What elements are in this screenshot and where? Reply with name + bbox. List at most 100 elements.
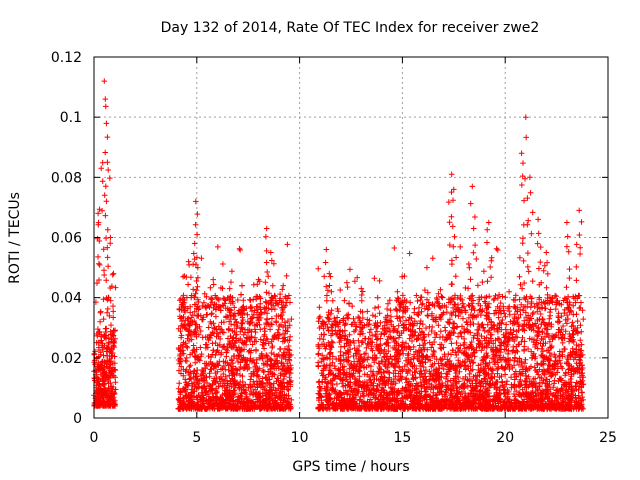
data-point xyxy=(280,338,286,345)
data-point xyxy=(216,349,222,356)
data-point xyxy=(179,301,186,307)
data-point xyxy=(112,386,119,393)
data-point xyxy=(222,373,229,380)
data-point xyxy=(209,310,215,316)
data-point xyxy=(209,340,216,347)
data-point xyxy=(250,378,257,385)
data-point xyxy=(187,333,193,339)
data-point xyxy=(372,313,379,320)
data-point xyxy=(110,396,117,402)
data-point xyxy=(264,316,270,322)
data-point xyxy=(286,354,292,361)
data-point xyxy=(176,367,182,374)
data-point xyxy=(105,306,111,312)
data-point xyxy=(274,300,280,307)
data-point xyxy=(107,175,113,181)
data-point xyxy=(257,326,264,333)
data-point xyxy=(212,370,219,376)
data-point xyxy=(108,392,114,399)
data-point xyxy=(101,267,107,273)
chart-title: Day 132 of 2014, Rate Of TEC Index for r… xyxy=(161,20,540,36)
data-point xyxy=(436,304,443,310)
data-point xyxy=(206,373,213,380)
data-point xyxy=(100,316,107,322)
data-point xyxy=(234,367,241,374)
data-point xyxy=(260,393,266,399)
data-point xyxy=(275,375,281,382)
data-point xyxy=(107,298,114,304)
data-point xyxy=(193,370,200,377)
data-point xyxy=(111,390,118,396)
data-point xyxy=(104,159,111,166)
data-point xyxy=(226,404,232,410)
data-point xyxy=(202,334,209,340)
data-point xyxy=(344,279,350,286)
data-point xyxy=(237,385,243,391)
data-point xyxy=(203,345,209,351)
data-point xyxy=(203,388,210,395)
data-point xyxy=(210,394,216,400)
data-point xyxy=(176,361,183,367)
data-point xyxy=(247,338,253,344)
data-point xyxy=(495,336,501,342)
data-point xyxy=(107,394,113,400)
data-point xyxy=(96,347,102,353)
data-point xyxy=(199,303,206,309)
data-point xyxy=(102,372,108,378)
data-point xyxy=(479,279,486,285)
data-point xyxy=(192,353,199,359)
data-point xyxy=(276,391,283,397)
data-point xyxy=(331,315,338,321)
data-point xyxy=(94,280,100,286)
data-point xyxy=(97,339,103,346)
data-point xyxy=(238,291,244,298)
data-point xyxy=(238,352,244,359)
data-point xyxy=(393,306,400,313)
data-point xyxy=(96,260,102,267)
data-point xyxy=(280,392,286,399)
data-point xyxy=(245,319,251,325)
data-point xyxy=(210,281,217,288)
data-point xyxy=(284,241,291,248)
data-point xyxy=(553,306,559,312)
data-point xyxy=(180,292,187,299)
data-point xyxy=(276,351,282,358)
data-point xyxy=(365,321,371,328)
data-point xyxy=(321,273,327,280)
data-point xyxy=(439,294,446,301)
data-point xyxy=(185,281,191,288)
data-point xyxy=(219,285,226,292)
data-point xyxy=(275,326,282,333)
data-point xyxy=(104,309,110,316)
data-point xyxy=(481,328,488,334)
data-point xyxy=(334,381,340,387)
data-point xyxy=(285,393,292,399)
data-point xyxy=(103,277,109,283)
data-point xyxy=(197,344,204,351)
data-point xyxy=(261,333,267,339)
data-point xyxy=(237,372,243,378)
data-point xyxy=(403,375,410,381)
data-point xyxy=(270,398,276,404)
data-point xyxy=(195,402,202,408)
data-point xyxy=(315,265,321,272)
data-point xyxy=(106,349,113,355)
data-point xyxy=(414,336,421,342)
data-point xyxy=(322,259,329,266)
data-point xyxy=(103,103,109,110)
data-point xyxy=(107,403,114,409)
data-point xyxy=(226,389,233,395)
data-point xyxy=(368,326,374,333)
data-point xyxy=(103,348,110,355)
data-point xyxy=(191,349,198,355)
data-point xyxy=(246,348,252,355)
data-point xyxy=(258,354,264,361)
data-point xyxy=(101,272,107,278)
data-point xyxy=(109,271,116,278)
data-point xyxy=(577,337,584,343)
data-point xyxy=(473,256,480,262)
data-point xyxy=(281,363,287,370)
data-point xyxy=(208,354,214,360)
data-point xyxy=(215,342,221,349)
data-point xyxy=(281,334,288,341)
